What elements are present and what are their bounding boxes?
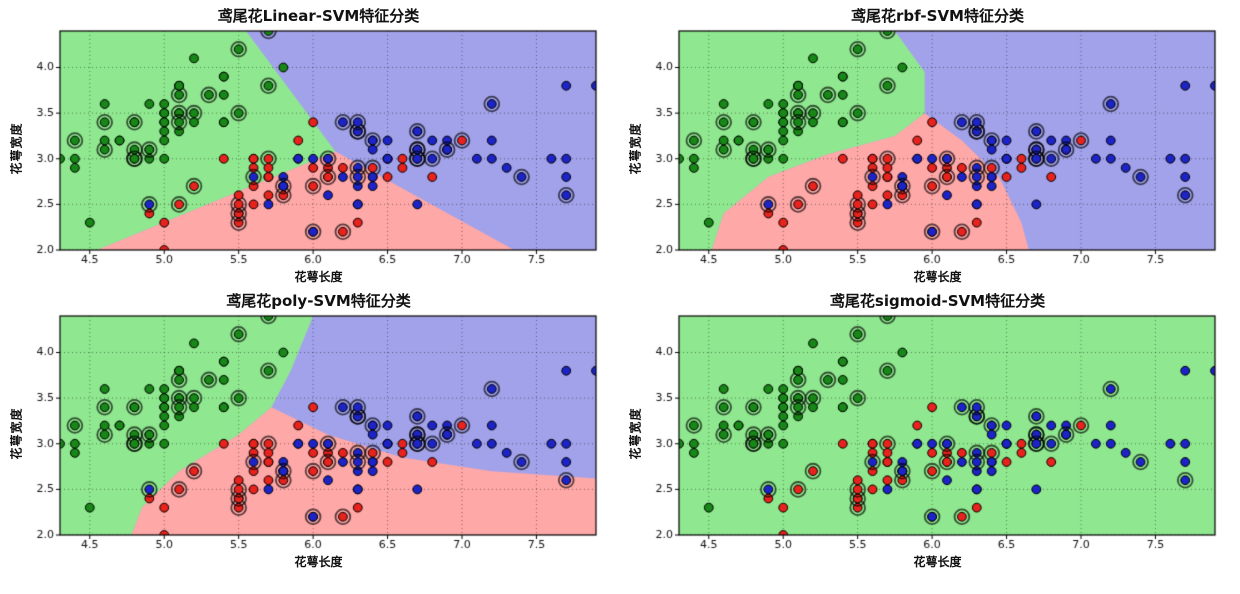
figure-grid: 鸢尾花Linear-SVM特征分类 花萼宽度 花萼长度 鸢尾花rbf-SVM特征… [8, 5, 1232, 571]
chart-body: 花萼宽度 [8, 313, 613, 553]
chart-title-sigmoid: 鸢尾花sigmoid-SVM特征分类 [829, 292, 1046, 310]
y-axis-label: 花萼宽度 [8, 313, 24, 553]
x-axis-label: 花萼长度 [294, 555, 343, 569]
x-axis-label: 花萼长度 [294, 270, 343, 284]
y-axis-label: 花萼宽度 [627, 28, 643, 268]
plot-canvas-sigmoid [643, 313, 1221, 553]
x-axis-label: 花萼长度 [913, 270, 962, 284]
svm-chart-linear: 鸢尾花Linear-SVM特征分类 花萼宽度 花萼长度 [8, 5, 613, 286]
plot-canvas-poly [24, 313, 602, 553]
chart-title-rbf: 鸢尾花rbf-SVM特征分类 [851, 7, 1024, 25]
svm-chart-rbf: 鸢尾花rbf-SVM特征分类 花萼宽度 花萼长度 [627, 5, 1232, 286]
plot-canvas-rbf [643, 28, 1221, 268]
y-axis-label-text: 花萼宽度 [628, 406, 643, 460]
chart-title-poly: 鸢尾花poly-SVM特征分类 [226, 292, 411, 310]
plot-canvas-linear [24, 28, 602, 268]
chart-body: 花萼宽度 [627, 313, 1232, 553]
y-axis-label-text: 花萼宽度 [628, 121, 643, 175]
chart-body: 花萼宽度 [627, 28, 1232, 268]
x-axis-label: 花萼长度 [913, 555, 962, 569]
y-axis-label-text: 花萼宽度 [9, 121, 24, 175]
chart-title-linear: 鸢尾花Linear-SVM特征分类 [217, 7, 420, 25]
y-axis-label-text: 花萼宽度 [9, 406, 24, 460]
svm-chart-poly: 鸢尾花poly-SVM特征分类 花萼宽度 花萼长度 [8, 290, 613, 571]
chart-body: 花萼宽度 [8, 28, 613, 268]
svm-chart-sigmoid: 鸢尾花sigmoid-SVM特征分类 花萼宽度 花萼长度 [627, 290, 1232, 571]
y-axis-label: 花萼宽度 [8, 28, 24, 268]
y-axis-label: 花萼宽度 [627, 313, 643, 553]
